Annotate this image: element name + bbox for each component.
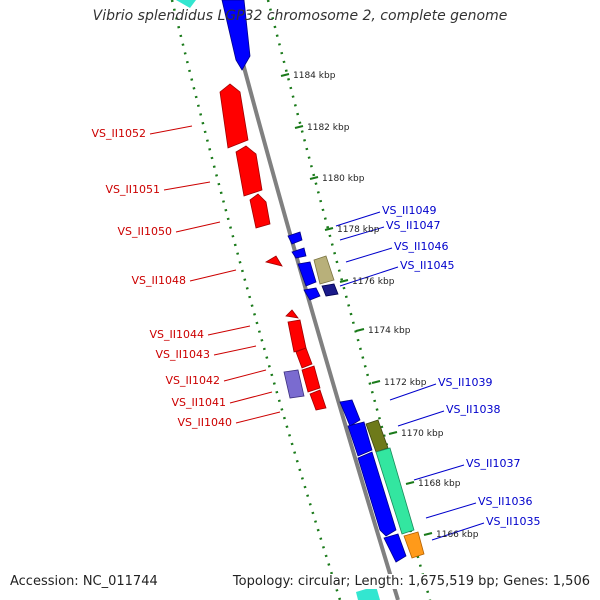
gene-features (176, 0, 425, 600)
gene-label-forward: VS_II1039 (438, 376, 493, 389)
forward-gene-feature (287, 231, 303, 245)
label-leader-line (425, 502, 477, 519)
cyan-feature-top (176, 0, 196, 8)
gene-label-reverse: VS_II1040 (178, 416, 233, 429)
teal-feature (375, 447, 415, 535)
orange-feature (403, 531, 425, 559)
reverse-gene-feature (249, 193, 271, 229)
label-leader-line (389, 383, 437, 401)
scale-tick-mark (280, 73, 290, 77)
scale-ticks: 1184 kbp 1182 kbp 1180 kbp 1178 kbp 1176 kbp… (280, 71, 479, 540)
scale-tick-label: 1180 kbp (322, 174, 365, 184)
purple-feature (283, 369, 305, 399)
label-leader-line (207, 325, 251, 336)
gene-label-forward: VS_II1038 (446, 403, 501, 416)
forward-gene-feature (303, 287, 321, 301)
scale-tick-label: 1174 kbp (368, 326, 411, 336)
dotted-line-right (266, 0, 432, 600)
forward-gene-feature (383, 533, 407, 563)
khaki-feature (313, 255, 335, 285)
label-leader-line (223, 369, 267, 382)
scale-tick-mark (339, 279, 349, 283)
forward-gene-feature (221, 0, 251, 71)
gene-label-reverse: VS_II1051 (106, 183, 161, 196)
topology-text: Topology: circular; Length: 1,675,519 bp… (232, 574, 590, 589)
gene-label-reverse: VS_II1042 (166, 374, 221, 387)
scale-tick-mark (294, 125, 304, 129)
scale-tick-mark (355, 328, 365, 332)
label-leader-line (163, 181, 211, 191)
dotted-guide-lines (170, 0, 432, 600)
cyan-feature-bottom (356, 586, 380, 600)
gene-label-reverse: VS_II1052 (92, 127, 147, 140)
label-leader-line (235, 411, 281, 424)
scale-tick-label: 1178 kbp (337, 225, 380, 235)
map-title: Vibrio splendidus LGP32 chromosome 2, co… (92, 8, 508, 24)
reverse-gene-feature (295, 347, 313, 369)
olive-feature (365, 419, 389, 453)
gene-label-reverse: VS_II1044 (150, 328, 205, 341)
scale-tick-label: 1176 kbp (352, 277, 395, 287)
scale-tick-label: 1168 kbp (418, 479, 461, 489)
gene-label-reverse: VS_II1048 (132, 274, 187, 287)
forward-gene-feature (291, 247, 307, 259)
gene-label-forward: VS_II1046 (394, 240, 449, 253)
gene-label-forward: VS_II1037 (466, 457, 521, 470)
forward-gene-feature (357, 451, 397, 537)
scale-tick-mark (371, 380, 381, 384)
scale-tick-mark (324, 227, 334, 231)
label-leader-line (175, 221, 221, 233)
navy-feature (321, 283, 339, 297)
reverse-gene-feature (309, 389, 327, 411)
scale-tick-mark (405, 481, 415, 485)
backbone-line (224, 0, 400, 600)
reverse-gene-feature (285, 309, 299, 319)
forward-gene-feature (339, 399, 361, 427)
chromosome-backbone (224, 0, 400, 600)
reverse-gene-feature (301, 365, 321, 393)
scale-tick-label: 1184 kbp (293, 71, 336, 81)
gene-label-forward: VS_II1035 (486, 515, 541, 528)
reverse-gene-feature (287, 319, 307, 353)
label-leader-line (413, 464, 465, 481)
scale-tick-label: 1172 kbp (384, 378, 427, 388)
label-leader-line (229, 391, 273, 404)
label-leader-line (213, 345, 257, 356)
gene-labels: VS_II1052 VS_II1051 VS_II1050 VS_II1048 VS_I… (92, 125, 541, 541)
accession-text: Accession: NC_011744 (10, 574, 158, 589)
scale-tick-mark (388, 431, 398, 435)
scale-tick-mark (423, 532, 433, 536)
label-leader-line (339, 266, 399, 287)
reverse-gene-feature (264, 255, 283, 267)
label-leader-line (339, 226, 385, 241)
gene-label-forward: VS_II1049 (382, 204, 437, 217)
gene-label-forward: VS_II1045 (400, 259, 455, 272)
scale-tick-label: 1170 kbp (401, 429, 444, 439)
forward-gene-feature (297, 261, 317, 287)
gene-label-forward: VS_II1047 (386, 219, 441, 232)
gene-label-reverse: VS_II1041 (172, 396, 227, 409)
reverse-gene-feature (219, 83, 249, 149)
label-leader-line (189, 269, 237, 282)
gene-label-reverse: VS_II1043 (156, 348, 211, 361)
gene-label-reverse: VS_II1050 (118, 225, 173, 238)
label-leader-line (397, 410, 445, 427)
label-leader-line (345, 247, 393, 263)
reverse-gene-feature (235, 145, 263, 197)
label-leader-line (431, 522, 485, 541)
scale-tick-label: 1166 kbp (436, 530, 479, 540)
scale-tick-mark (309, 176, 319, 180)
dotted-line-left (170, 0, 342, 600)
label-leader-line (149, 125, 193, 135)
label-leader-line (335, 211, 381, 227)
scale-tick-label: 1182 kbp (307, 123, 350, 133)
forward-gene-feature (347, 421, 373, 457)
gene-label-forward: VS_II1036 (478, 495, 533, 508)
